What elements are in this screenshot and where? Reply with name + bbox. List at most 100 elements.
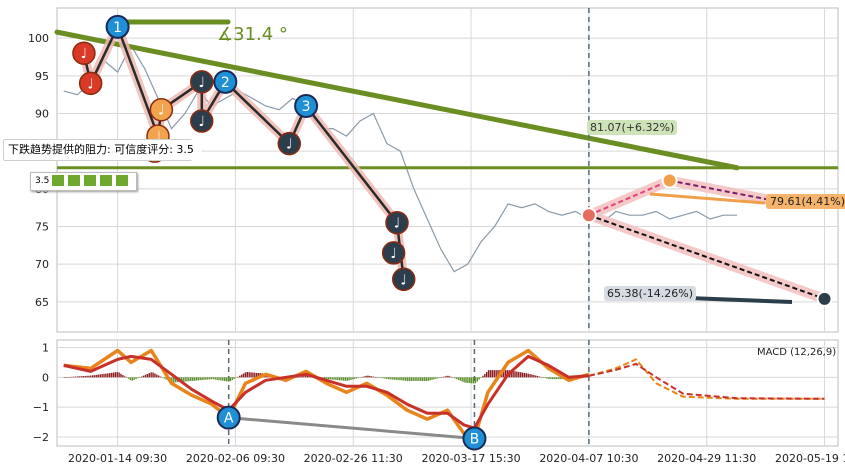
macd-histogram-bar	[389, 377, 392, 380]
macd-histogram-bar	[331, 377, 333, 380]
macd-histogram-bar	[374, 376, 377, 378]
macd-grid	[57, 340, 838, 446]
macd-histogram-bar	[480, 377, 482, 378]
macd-histogram-bar	[531, 374, 533, 378]
macd-histogram-bar	[125, 377, 128, 378]
macd-histogram-bar	[233, 377, 235, 380]
macd-histogram-bar	[448, 375, 450, 378]
macd-histogram-bar	[382, 377, 384, 379]
music-note-icon: ♩	[198, 75, 205, 91]
macd-histogram-bar	[491, 370, 494, 378]
macd-histogram-bar	[256, 372, 258, 378]
macd-histogram-bar	[486, 372, 488, 378]
divergence-point-marker	[462, 426, 487, 451]
price-y-tick-label: 65	[35, 296, 49, 309]
macd-histogram-bar	[118, 372, 120, 378]
macd-histogram-bar	[216, 377, 218, 380]
macd-histogram-bar	[337, 377, 339, 381]
target-high-label: 81.07(+6.32%)	[587, 120, 678, 135]
angle-label: ∡31.4 °	[217, 24, 288, 45]
music-note-marker	[385, 210, 409, 235]
macd-histogram-bar	[521, 372, 524, 378]
macd-title: MACD (12,26,9)	[757, 347, 836, 358]
macd-histogram-bar	[391, 377, 394, 380]
macd-histogram-bar	[93, 375, 96, 378]
macd-dea-forecast	[588, 362, 825, 400]
forecast-line-mid	[669, 179, 792, 205]
macd-y-tick-label: −2	[33, 431, 49, 444]
resistance-note: 下跌趋势提供的阻力: 可信度评分: 3.5	[3, 139, 203, 161]
x-tick-label: 2020-02-06 09:30	[186, 452, 285, 465]
macd-histogram-bar	[363, 376, 365, 378]
wave-number-label: 3	[302, 99, 311, 115]
macd-histogram-bar	[452, 377, 454, 378]
macd-histogram-bar	[404, 377, 407, 381]
macd-histogram-bar	[399, 377, 401, 381]
macd-histogram-bar	[110, 372, 113, 378]
macd-histogram-bar	[112, 372, 115, 378]
macd-histogram-bar	[535, 375, 537, 378]
macd-histogram-bar	[346, 377, 348, 381]
macd-histogram-bar	[142, 375, 145, 378]
macd-y-tick-label: 1	[42, 341, 49, 354]
macd-histogram-bar	[361, 376, 363, 378]
music-note-marker	[72, 41, 96, 65]
macd-histogram-bar	[484, 373, 486, 378]
macd-histogram-bar	[357, 377, 360, 378]
macd-y-axis: 1 0 −1 −2	[33, 341, 49, 444]
macd-histogram-bar	[137, 377, 139, 379]
macd-histogram-bar	[150, 372, 152, 378]
macd-histogram-bar	[193, 377, 196, 381]
macd-histogram-bar	[325, 377, 328, 380]
price-y-tick-label: 95	[35, 70, 49, 83]
x-tick-label: 2020-05-19 11:30	[775, 452, 845, 465]
macd-histogram-bar	[487, 370, 490, 378]
macd-histogram-bar	[463, 377, 465, 383]
macd-histogram-bar	[348, 377, 350, 381]
macd-histogram-bar	[340, 377, 343, 381]
macd-histogram-bar	[88, 375, 90, 378]
macd-histogram-bar	[141, 376, 143, 378]
macd-histogram-bar	[378, 377, 380, 378]
x-tick-label: 2020-01-14 09:30	[68, 452, 167, 465]
macd-histogram-bar	[442, 376, 445, 378]
macd-histogram-bar	[450, 376, 452, 378]
macd-histogram-bar	[323, 377, 326, 379]
macd-histogram-bar	[489, 370, 492, 378]
macd-histogram-bar	[131, 377, 133, 381]
macd-histogram-bar	[427, 377, 429, 381]
macd-histogram-bar	[108, 373, 111, 378]
price-y-tick-label: 75	[35, 221, 49, 234]
music-note-marker	[78, 71, 103, 96]
macd-histogram-bar	[159, 376, 162, 378]
macd-histogram-bar	[173, 377, 175, 383]
macd-histogram-bar	[82, 376, 84, 378]
x-tick-label: 2020-02-26 11:30	[304, 452, 403, 465]
macd-histogram-bar	[512, 370, 514, 378]
macd-histogram-bar	[327, 377, 330, 380]
macd-histogram-bar	[436, 377, 439, 379]
macd-histogram-bar	[190, 377, 192, 382]
music-note-icon: ♩	[400, 272, 407, 288]
macd-histogram-bar	[239, 375, 241, 378]
music-note-marker	[277, 131, 302, 156]
macd-y-tick-label: −1	[33, 401, 49, 414]
rating-star-icons	[52, 175, 133, 186]
macd-histogram-bar	[344, 377, 347, 381]
macd-histogram-bar	[78, 376, 81, 378]
macd-histogram-bar	[350, 377, 352, 380]
forecast-low-dot	[816, 290, 833, 307]
divergence-point-label: A	[224, 411, 234, 427]
macd-histogram-bar	[90, 375, 92, 378]
resistance-trendline	[54, 29, 740, 171]
x-tick-label: 2020-03-17 15:30	[422, 452, 521, 465]
macd-histogram-bar	[408, 377, 411, 381]
macd-histogram-bar	[438, 377, 441, 378]
macd-histogram-bar	[231, 377, 233, 381]
forecast-line-high	[588, 179, 671, 217]
macd-histogram-bar	[533, 375, 535, 378]
forecast-start-dot	[580, 207, 597, 224]
macd-histogram-bar	[397, 377, 399, 381]
macd-histogram-bar	[372, 376, 375, 378]
